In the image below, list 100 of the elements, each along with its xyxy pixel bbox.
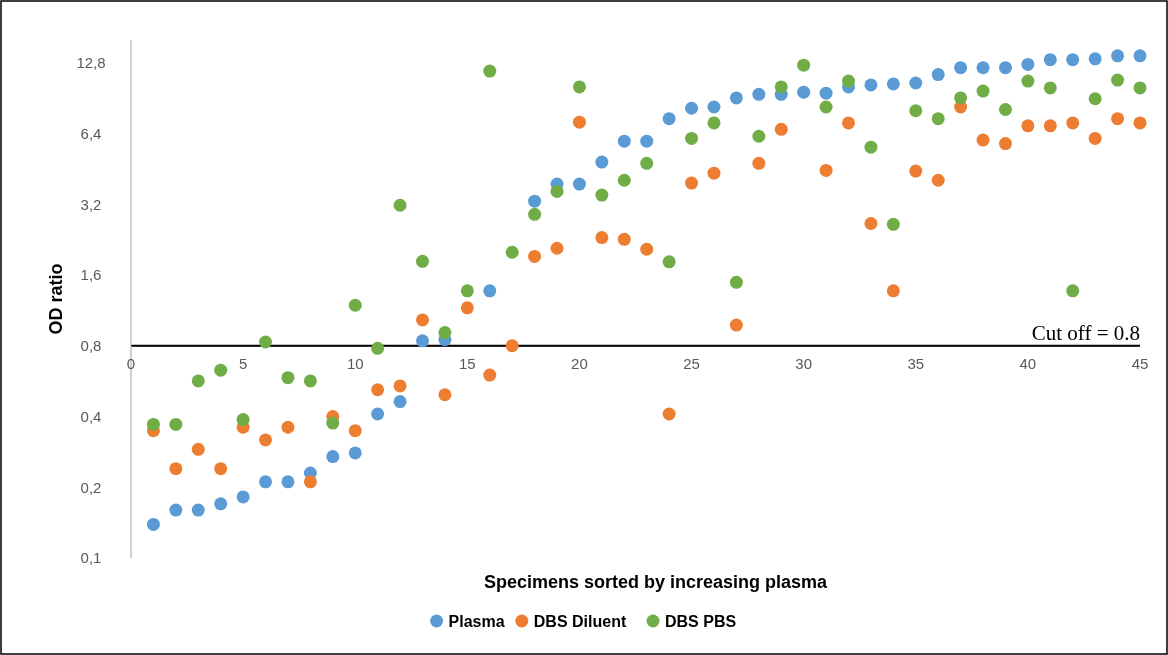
point (259, 475, 273, 489)
point (685, 131, 699, 145)
point (460, 284, 474, 298)
point (393, 198, 407, 212)
point (774, 80, 788, 94)
point (729, 91, 743, 105)
point (685, 176, 699, 190)
y-tick-label: 0,1 (80, 549, 102, 567)
point (1066, 284, 1080, 298)
point (214, 497, 228, 511)
legend-label: DBS PBS (665, 612, 737, 630)
y-tick-label: 0,2 (80, 478, 102, 496)
point (393, 395, 407, 409)
point (572, 177, 586, 191)
point (752, 156, 766, 170)
point (191, 503, 205, 517)
point (640, 134, 654, 148)
point (259, 433, 273, 447)
point (640, 242, 654, 256)
x-tick-label: 40 (1019, 354, 1037, 372)
point (774, 122, 788, 136)
point (931, 173, 945, 187)
point (1133, 49, 1147, 63)
point (707, 166, 721, 180)
y-axis-title: OD ratio (46, 263, 66, 335)
point (1111, 73, 1125, 87)
point (415, 313, 429, 327)
point (976, 133, 990, 147)
point (528, 249, 542, 263)
point (1088, 131, 1102, 145)
point (617, 173, 631, 187)
point (483, 64, 497, 78)
x-tick-label: 20 (571, 354, 588, 372)
point (415, 334, 429, 348)
point (371, 407, 385, 421)
point (415, 254, 429, 268)
y-tick-label: 12,8 (76, 54, 106, 72)
point (572, 80, 586, 94)
point (1088, 92, 1102, 106)
x-tick-label: 15 (458, 354, 476, 372)
point (348, 298, 362, 312)
x-tick-label: 5 (238, 354, 248, 372)
point (819, 86, 833, 100)
y-tick-label: 1,6 (80, 266, 102, 284)
point (438, 326, 452, 340)
point (1043, 119, 1057, 133)
point (886, 77, 900, 91)
y-tick-label: 3,2 (80, 195, 102, 213)
point (864, 217, 878, 230)
x-tick-label: 45 (1131, 354, 1149, 372)
point (326, 416, 340, 430)
point (707, 116, 721, 130)
point (752, 87, 766, 101)
point (998, 102, 1012, 116)
point (1066, 53, 1080, 67)
point (842, 74, 856, 88)
point (864, 78, 878, 92)
point (998, 61, 1012, 75)
point (550, 184, 564, 198)
point (595, 155, 609, 169)
point (662, 255, 676, 269)
point (886, 284, 900, 298)
point (617, 134, 631, 148)
point (348, 424, 362, 438)
x-tick-label: 35 (907, 354, 925, 372)
x-axis-title: Specimens sorted by increasing plasma (483, 572, 829, 592)
point (976, 84, 990, 98)
point (505, 339, 519, 353)
point (662, 112, 676, 126)
point (931, 68, 945, 82)
point (1043, 81, 1057, 95)
point (729, 275, 743, 289)
point (393, 379, 407, 393)
point (595, 188, 609, 202)
y-tick-label: 0,8 (80, 337, 102, 355)
point (214, 462, 228, 476)
point (842, 116, 856, 130)
point (1021, 74, 1035, 88)
point (976, 61, 990, 75)
point (281, 475, 295, 489)
point (797, 58, 811, 72)
point (1133, 116, 1147, 130)
point (819, 163, 833, 177)
point (954, 61, 968, 75)
point (909, 76, 923, 90)
x-tick-label: 25 (683, 354, 700, 372)
x-tick-label: 30 (795, 354, 813, 372)
point (191, 374, 205, 388)
x-tick-label: 10 (346, 354, 364, 372)
point (1066, 116, 1080, 130)
point (640, 156, 654, 170)
legend-label: DBS Diluent (533, 612, 627, 630)
point (438, 388, 452, 402)
point (662, 407, 676, 421)
point (1021, 57, 1035, 71)
point (146, 417, 160, 431)
point (685, 101, 699, 115)
point (483, 284, 497, 298)
point (1088, 52, 1102, 66)
point (146, 517, 160, 531)
